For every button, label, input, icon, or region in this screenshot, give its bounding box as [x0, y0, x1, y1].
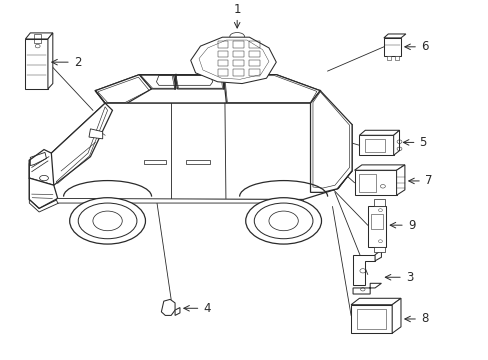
- Text: 5: 5: [419, 136, 426, 149]
- Polygon shape: [350, 305, 391, 333]
- Polygon shape: [25, 33, 53, 39]
- Text: 3: 3: [405, 271, 412, 284]
- Polygon shape: [383, 38, 400, 56]
- Text: 8: 8: [420, 312, 427, 325]
- Polygon shape: [29, 149, 54, 185]
- Polygon shape: [175, 307, 180, 315]
- Polygon shape: [95, 75, 320, 103]
- Polygon shape: [394, 56, 398, 60]
- Polygon shape: [354, 165, 404, 170]
- Ellipse shape: [245, 198, 321, 244]
- Text: 7: 7: [424, 175, 431, 188]
- Ellipse shape: [69, 198, 145, 244]
- Polygon shape: [89, 129, 102, 139]
- Text: 4: 4: [203, 302, 210, 315]
- Polygon shape: [139, 75, 176, 89]
- Text: 9: 9: [407, 219, 414, 232]
- Polygon shape: [175, 75, 224, 89]
- Polygon shape: [374, 250, 381, 261]
- Polygon shape: [29, 103, 351, 199]
- Polygon shape: [190, 37, 276, 84]
- Polygon shape: [391, 298, 400, 333]
- Polygon shape: [350, 298, 400, 305]
- Polygon shape: [359, 135, 393, 155]
- Polygon shape: [352, 283, 381, 294]
- Polygon shape: [224, 75, 320, 103]
- Polygon shape: [25, 39, 48, 89]
- Polygon shape: [383, 34, 405, 38]
- Polygon shape: [29, 178, 56, 199]
- Polygon shape: [29, 103, 112, 185]
- Polygon shape: [386, 56, 390, 60]
- Polygon shape: [373, 199, 385, 206]
- Polygon shape: [396, 165, 404, 195]
- Polygon shape: [310, 91, 351, 192]
- Polygon shape: [354, 170, 396, 195]
- Polygon shape: [393, 130, 399, 155]
- Polygon shape: [373, 247, 385, 252]
- Polygon shape: [352, 255, 374, 285]
- Polygon shape: [48, 33, 53, 89]
- Text: 6: 6: [420, 40, 427, 53]
- Polygon shape: [359, 130, 399, 135]
- Polygon shape: [367, 206, 386, 247]
- Polygon shape: [161, 300, 175, 315]
- Text: 1: 1: [233, 3, 241, 16]
- Polygon shape: [29, 178, 58, 208]
- Polygon shape: [95, 75, 151, 103]
- Polygon shape: [56, 198, 303, 203]
- Text: 2: 2: [74, 56, 81, 69]
